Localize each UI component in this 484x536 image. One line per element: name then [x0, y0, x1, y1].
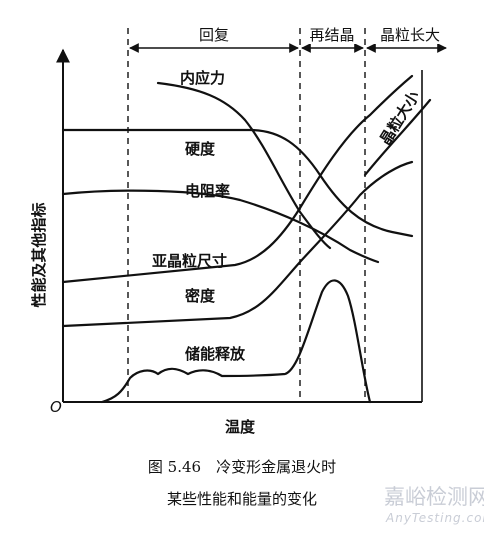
curve-subgrain-size [61, 74, 414, 284]
curve-grain-size [363, 98, 432, 177]
label-resistivity: 电阻率 [185, 182, 230, 200]
watermark-cn: 嘉峪检测网 [384, 485, 484, 509]
y-axis-label: 性能及其他指标 [30, 202, 48, 307]
origin-label: O [50, 398, 62, 416]
curve-hardness [61, 128, 414, 238]
caption-line-2: 某些性能和能量的变化 [167, 490, 317, 508]
curve-density [61, 160, 414, 328]
curve-resistivity [61, 189, 380, 264]
label-internal-stress: 内应力 [180, 69, 225, 87]
label-stored-energy: 储能释放 [185, 345, 246, 363]
curve-stored-energy [100, 279, 372, 404]
label-subgrain-size: 亚晶粒尺寸 [152, 252, 227, 270]
stage-label-grain-growth: 晶粒长大 [380, 26, 440, 44]
stage-label-recrystallization: 再结晶 [309, 26, 354, 44]
watermark-en: AnyTesting.com [385, 511, 484, 525]
label-hardness: 硬度 [185, 140, 216, 158]
caption-line-1: 图 5.46 冷变形金属退火时 [148, 458, 336, 476]
x-axis-label: 温度 [225, 418, 256, 436]
label-density: 密度 [185, 287, 216, 305]
label-grain-size: 晶粒大小 [376, 88, 423, 148]
stage-label-recovery: 回复 [199, 26, 229, 44]
